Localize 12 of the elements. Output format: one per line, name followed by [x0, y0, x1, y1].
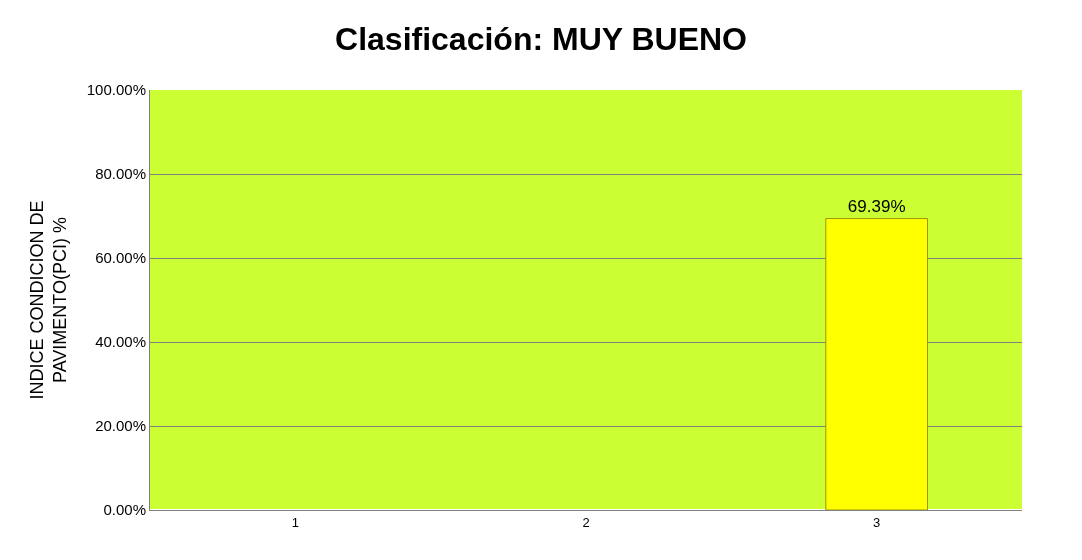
- y-axis-title: INDICE CONDICION DE PAVIMENTO(PCI) %: [26, 200, 70, 400]
- x-tick-label: 1: [291, 514, 299, 530]
- x-tick-label: 2: [582, 514, 590, 530]
- y-tick-label: 100.00%: [86, 81, 146, 99]
- chart-title: Clasificación: MUY BUENO: [335, 21, 747, 58]
- y-tick-label: 20.00%: [95, 417, 146, 435]
- y-tick-label: 80.00%: [95, 165, 146, 183]
- y-tick-label: 40.00%: [95, 333, 146, 351]
- y-tick-label: 60.00%: [95, 249, 146, 267]
- y-tick-label: 0.00%: [103, 501, 146, 519]
- data-label: 69.39%: [847, 196, 906, 216]
- x-tick-label: 3: [873, 514, 881, 530]
